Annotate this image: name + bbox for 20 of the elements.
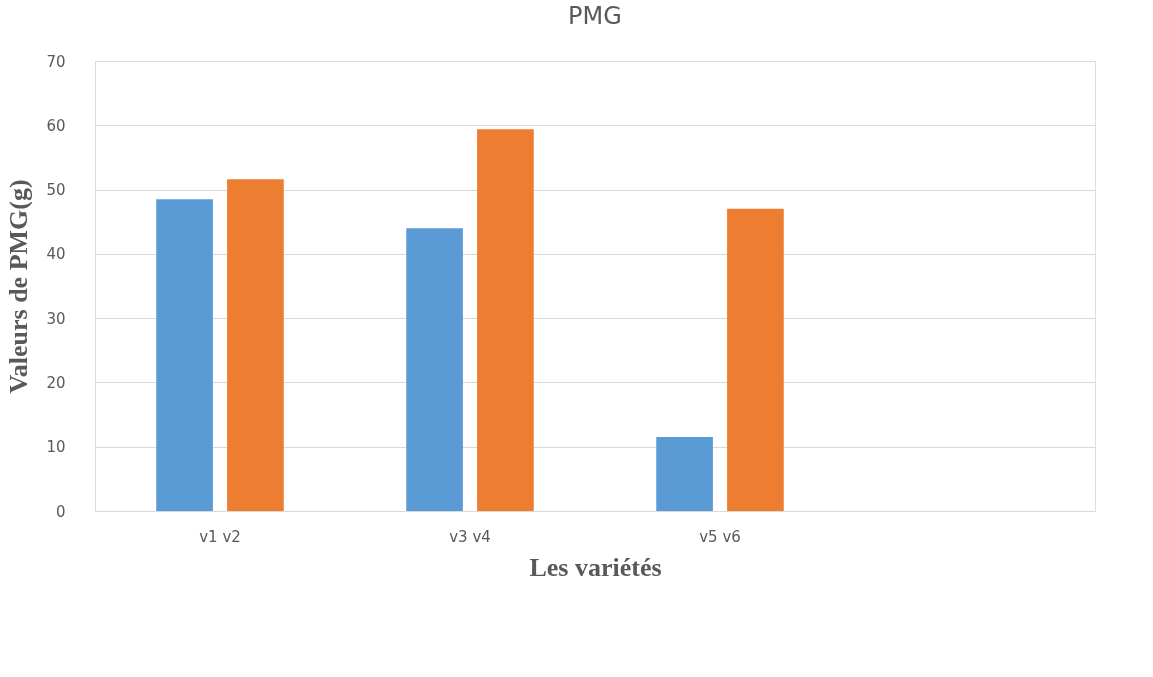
y-tick-label: 70 — [46, 52, 66, 71]
bar — [406, 228, 463, 511]
y-axis-title: Valeurs de PMG(g) — [4, 179, 34, 394]
bar — [156, 199, 213, 511]
bar — [227, 179, 284, 511]
x-tick-label: v1 v2 — [199, 527, 241, 546]
bar — [656, 437, 713, 511]
y-tick-label: 20 — [46, 373, 66, 392]
x-axis-title: Les variétés — [529, 552, 662, 582]
y-tick-label: 40 — [46, 245, 66, 264]
y-tick-label: 10 — [46, 438, 66, 457]
y-tick-label: 30 — [46, 309, 66, 328]
chart-title: PMG — [568, 2, 622, 30]
y-tick-label: 50 — [46, 181, 66, 200]
bar — [727, 208, 784, 511]
x-tick-label: v5 v6 — [699, 527, 741, 546]
bar — [477, 129, 534, 511]
y-tick-label: 60 — [46, 116, 66, 135]
x-tick-label: v3 v4 — [449, 527, 491, 546]
y-tick-label: 0 — [55, 502, 66, 521]
